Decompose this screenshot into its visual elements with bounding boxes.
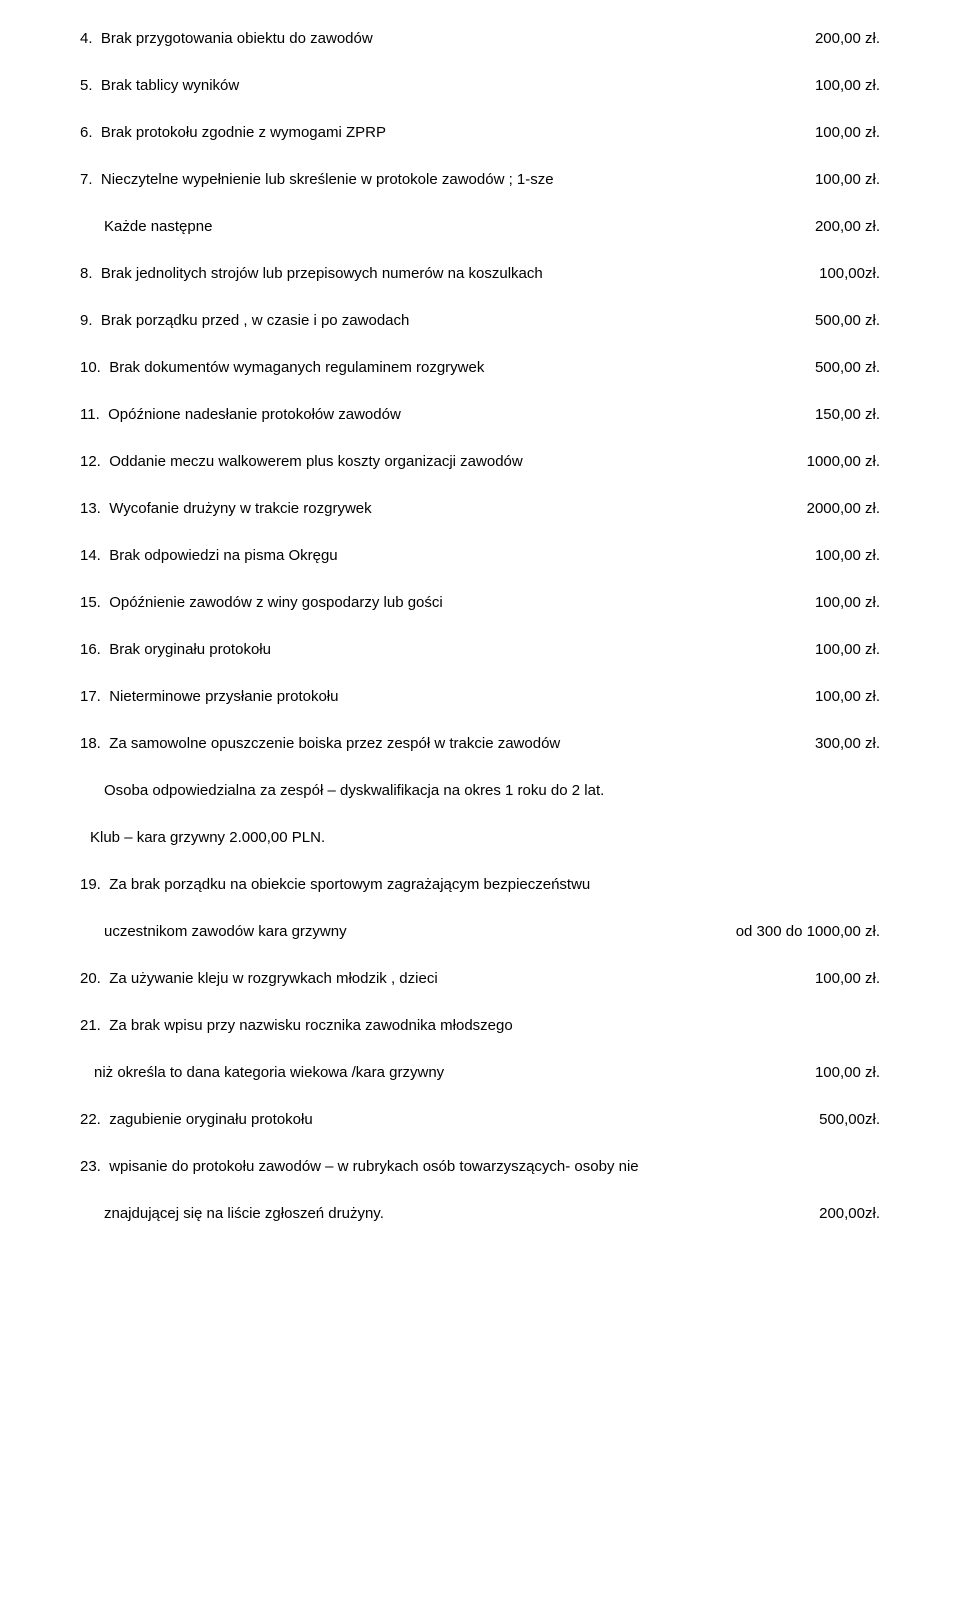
item-amount: 100,00 zł. [815,688,880,705]
list-item: 12. Oddanie meczu walkowerem plus koszty… [80,453,880,470]
list-item: 23. wpisanie do protokołu zawodów – w ru… [80,1158,880,1175]
item-text: 4. Brak przygotowania obiektu do zawodów [80,30,815,47]
list-sub-item: uczestnikom zawodów kara grzywny od 300 … [80,923,880,940]
item-text: 17. Nieterminowe przysłanie protokołu [80,688,815,705]
list-item: 17. Nieterminowe przysłanie protokołu100… [80,688,880,705]
item-number: 15. [80,594,101,611]
list-item: 15. Opóźnienie zawodów z winy gospodarzy… [80,594,880,611]
list-item: 19. Za brak porządku na obiekcie sportow… [80,876,880,893]
item-amount: 100,00 zł. [815,594,880,611]
item-text: 10. Brak dokumentów wymaganych regulamin… [80,359,815,376]
item-number: 16. [80,641,101,658]
item-number: 21. [80,1017,101,1034]
list-item: 18. Za samowolne opuszczenie boiska prze… [80,735,880,752]
item-text: 6. Brak protokołu zgodnie z wymogami ZPR… [80,124,815,141]
item-text: 9. Brak porządku przed , w czasie i po z… [80,312,815,329]
item-text: znajdującej się na liście zgłoszeń druży… [104,1205,819,1222]
item-number: 7. [80,171,93,188]
item-number: 14. [80,547,101,564]
item-number: 10. [80,359,101,376]
list-sub-item: Każde następne 200,00 zł. [80,218,880,235]
item-number: 11. [80,406,100,423]
item-number: 23. [80,1158,101,1175]
item-number: 13. [80,500,101,517]
item-text: 7. Nieczytelne wypełnienie lub skreśleni… [80,171,815,188]
item-text: 18. Za samowolne opuszczenie boiska prze… [80,735,815,752]
item-amount: 500,00zł. [819,1111,880,1128]
item-amount: 100,00 zł. [815,1064,880,1081]
list-item: 6. Brak protokołu zgodnie z wymogami ZPR… [80,124,880,141]
item-number: 20. [80,970,101,987]
item-text: 11. Opóźnione nadesłanie protokołów zawo… [80,406,815,423]
list-item: 13. Wycofanie drużyny w trakcie rozgrywe… [80,500,880,517]
item-amount: 100,00 zł. [815,124,880,141]
item-amount: 500,00 zł. [815,312,880,329]
item-number: 4. [80,30,93,47]
item-amount: 100,00 zł. [815,970,880,987]
item-amount: 300,00 zł. [815,735,880,752]
list-item: 14. Brak odpowiedzi na pisma Okręgu100,0… [80,547,880,564]
item-text: niż określa to dana kategoria wiekowa /k… [94,1064,815,1081]
item-text: 20. Za używanie kleju w rozgrywkach młod… [80,970,815,987]
item-number: 17. [80,688,101,705]
item-text: 12. Oddanie meczu walkowerem plus koszty… [80,453,807,470]
list-item: 20. Za używanie kleju w rozgrywkach młod… [80,970,880,987]
note-text: Klub – kara grzywny 2.000,00 PLN. [80,829,880,846]
item-number: 6. [80,124,93,141]
item-number: 5. [80,77,93,94]
item-amount: 200,00zł. [819,1205,880,1222]
item-text: 22. zagubienie oryginału protokołu [80,1111,819,1128]
item-amount: 100,00 zł. [815,77,880,94]
list-item: 16. Brak oryginału protokołu100,00 zł. [80,641,880,658]
item-text: 8. Brak jednolitych strojów lub przepiso… [80,265,819,282]
item-amount: 200,00 zł. [815,218,880,235]
item-text: 21. Za brak wpisu przy nazwisku rocznika… [80,1017,880,1034]
list-item: 21. Za brak wpisu przy nazwisku rocznika… [80,1017,880,1034]
item-text: Każde następne [104,218,815,235]
list-item: 10. Brak dokumentów wymaganych regulamin… [80,359,880,376]
item-text: 23. wpisanie do protokołu zawodów – w ru… [80,1158,880,1175]
list-sub-item: znajdującej się na liście zgłoszeń druży… [80,1205,880,1222]
item-text: 16. Brak oryginału protokołu [80,641,815,658]
item-number: 12. [80,453,101,470]
item-amount: 100,00 zł. [815,641,880,658]
item-amount: 200,00 zł. [815,30,880,47]
item-number: 22. [80,1111,101,1128]
list-item: 22. zagubienie oryginału protokołu 500,0… [80,1111,880,1128]
item-number: 9. [80,312,93,329]
list-item: 7. Nieczytelne wypełnienie lub skreśleni… [80,171,880,188]
list-item: 9. Brak porządku przed , w czasie i po z… [80,312,880,329]
list-item: 4. Brak przygotowania obiektu do zawodów… [80,30,880,47]
list-item: 5. Brak tablicy wyników100,00 zł. [80,77,880,94]
item-amount: 100,00 zł. [815,171,880,188]
item-amount: 150,00 zł. [815,406,880,423]
item-text: 19. Za brak porządku na obiekcie sportow… [80,876,880,893]
item-number: 8. [80,265,93,282]
list-item: 11. Opóźnione nadesłanie protokołów zawo… [80,406,880,423]
item-amount: 2000,00 zł. [807,500,880,517]
item-text: uczestnikom zawodów kara grzywny [104,923,736,940]
item-text: 14. Brak odpowiedzi na pisma Okręgu [80,547,815,564]
note-text: Osoba odpowiedzialna za zespół – dyskwal… [80,782,880,799]
item-amount: 100,00zł. [819,265,880,282]
list-item: 8. Brak jednolitych strojów lub przepiso… [80,265,880,282]
item-amount: od 300 do 1000,00 zł. [736,923,880,940]
item-amount: 100,00 zł. [815,547,880,564]
list-sub-item: niż określa to dana kategoria wiekowa /k… [80,1064,880,1081]
item-amount: 500,00 zł. [815,359,880,376]
item-number: 18. [80,735,101,752]
item-number: 19. [80,876,101,893]
item-text: 15. Opóźnienie zawodów z winy gospodarzy… [80,594,815,611]
item-amount: 1000,00 zł. [807,453,880,470]
item-text: 13. Wycofanie drużyny w trakcie rozgrywe… [80,500,807,517]
item-text: 5. Brak tablicy wyników [80,77,815,94]
